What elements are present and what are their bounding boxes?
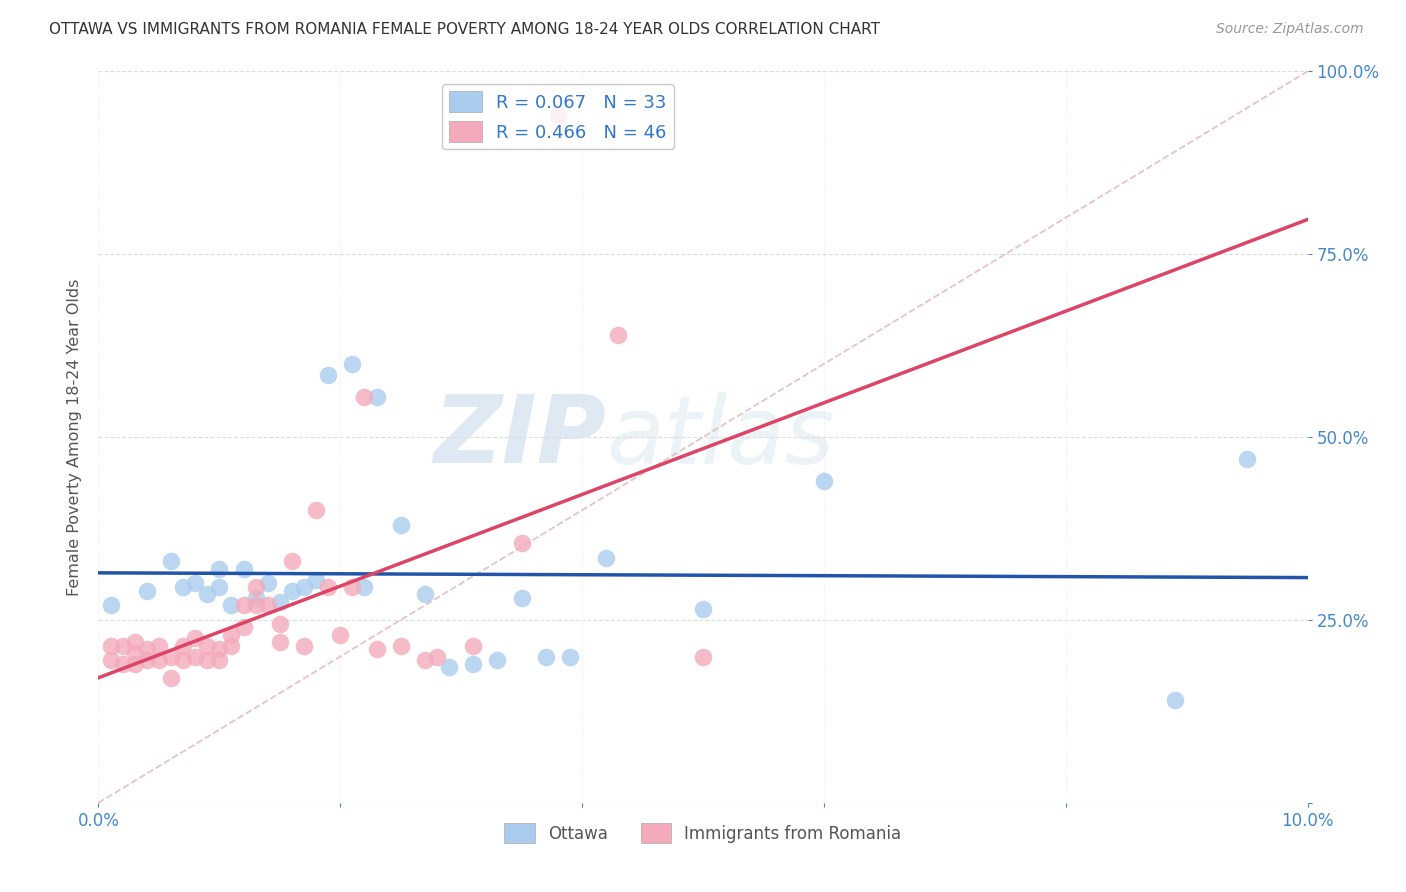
Point bbox=[245, 599, 267, 613]
Point bbox=[184, 649, 207, 664]
Point bbox=[232, 562, 254, 576]
Point bbox=[124, 635, 146, 649]
Point bbox=[353, 390, 375, 404]
Point bbox=[221, 639, 243, 653]
Point bbox=[135, 583, 157, 598]
Point bbox=[135, 653, 157, 667]
Text: atlas: atlas bbox=[606, 392, 835, 483]
Point bbox=[316, 368, 339, 382]
Point bbox=[413, 587, 436, 601]
Point bbox=[160, 649, 183, 664]
Point bbox=[607, 327, 630, 342]
Point bbox=[245, 580, 267, 594]
Point bbox=[595, 550, 617, 565]
Point bbox=[329, 627, 352, 641]
Point bbox=[172, 653, 194, 667]
Point bbox=[111, 657, 134, 671]
Point bbox=[342, 357, 364, 371]
Point bbox=[389, 517, 412, 532]
Point bbox=[124, 646, 146, 660]
Point bbox=[208, 653, 231, 667]
Point bbox=[232, 599, 254, 613]
Point bbox=[437, 660, 460, 674]
Point bbox=[100, 653, 122, 667]
Point bbox=[221, 599, 243, 613]
Point bbox=[281, 554, 304, 568]
Point bbox=[135, 642, 157, 657]
Point bbox=[389, 639, 412, 653]
Point bbox=[510, 591, 533, 605]
Point bbox=[558, 649, 581, 664]
Point bbox=[232, 620, 254, 634]
Point bbox=[413, 653, 436, 667]
Point bbox=[534, 649, 557, 664]
Point bbox=[426, 649, 449, 664]
Point bbox=[813, 474, 835, 488]
Point bbox=[366, 390, 388, 404]
Point bbox=[305, 573, 328, 587]
Y-axis label: Female Poverty Among 18-24 Year Olds: Female Poverty Among 18-24 Year Olds bbox=[66, 278, 82, 596]
Point bbox=[463, 657, 485, 671]
Point bbox=[160, 672, 183, 686]
Point bbox=[221, 627, 243, 641]
Point bbox=[269, 635, 291, 649]
Point bbox=[184, 632, 207, 646]
Legend: Ottawa, Immigrants from Romania: Ottawa, Immigrants from Romania bbox=[498, 817, 908, 849]
Point bbox=[692, 602, 714, 616]
Point bbox=[342, 580, 364, 594]
Point bbox=[124, 657, 146, 671]
Point bbox=[269, 616, 291, 631]
Point bbox=[111, 639, 134, 653]
Point bbox=[245, 591, 267, 605]
Point bbox=[292, 580, 315, 594]
Point bbox=[208, 562, 231, 576]
Point bbox=[1163, 693, 1185, 707]
Point bbox=[510, 536, 533, 550]
Point bbox=[148, 639, 170, 653]
Point bbox=[172, 580, 194, 594]
Point bbox=[353, 580, 375, 594]
Text: ZIP: ZIP bbox=[433, 391, 606, 483]
Point bbox=[1236, 452, 1258, 467]
Point bbox=[486, 653, 509, 667]
Point bbox=[292, 639, 315, 653]
Point bbox=[172, 639, 194, 653]
Text: OTTAWA VS IMMIGRANTS FROM ROMANIA FEMALE POVERTY AMONG 18-24 YEAR OLDS CORRELATI: OTTAWA VS IMMIGRANTS FROM ROMANIA FEMALE… bbox=[49, 22, 880, 37]
Point bbox=[305, 503, 328, 517]
Point bbox=[692, 649, 714, 664]
Point bbox=[281, 583, 304, 598]
Point bbox=[547, 108, 569, 122]
Point bbox=[195, 639, 218, 653]
Point bbox=[208, 642, 231, 657]
Point bbox=[100, 599, 122, 613]
Point bbox=[184, 576, 207, 591]
Text: Source: ZipAtlas.com: Source: ZipAtlas.com bbox=[1216, 22, 1364, 37]
Point bbox=[256, 576, 278, 591]
Point bbox=[160, 554, 183, 568]
Point bbox=[256, 599, 278, 613]
Point bbox=[195, 653, 218, 667]
Point bbox=[208, 580, 231, 594]
Point bbox=[366, 642, 388, 657]
Point bbox=[148, 653, 170, 667]
Point bbox=[463, 639, 485, 653]
Point bbox=[269, 594, 291, 608]
Point bbox=[316, 580, 339, 594]
Point bbox=[100, 639, 122, 653]
Point bbox=[195, 587, 218, 601]
